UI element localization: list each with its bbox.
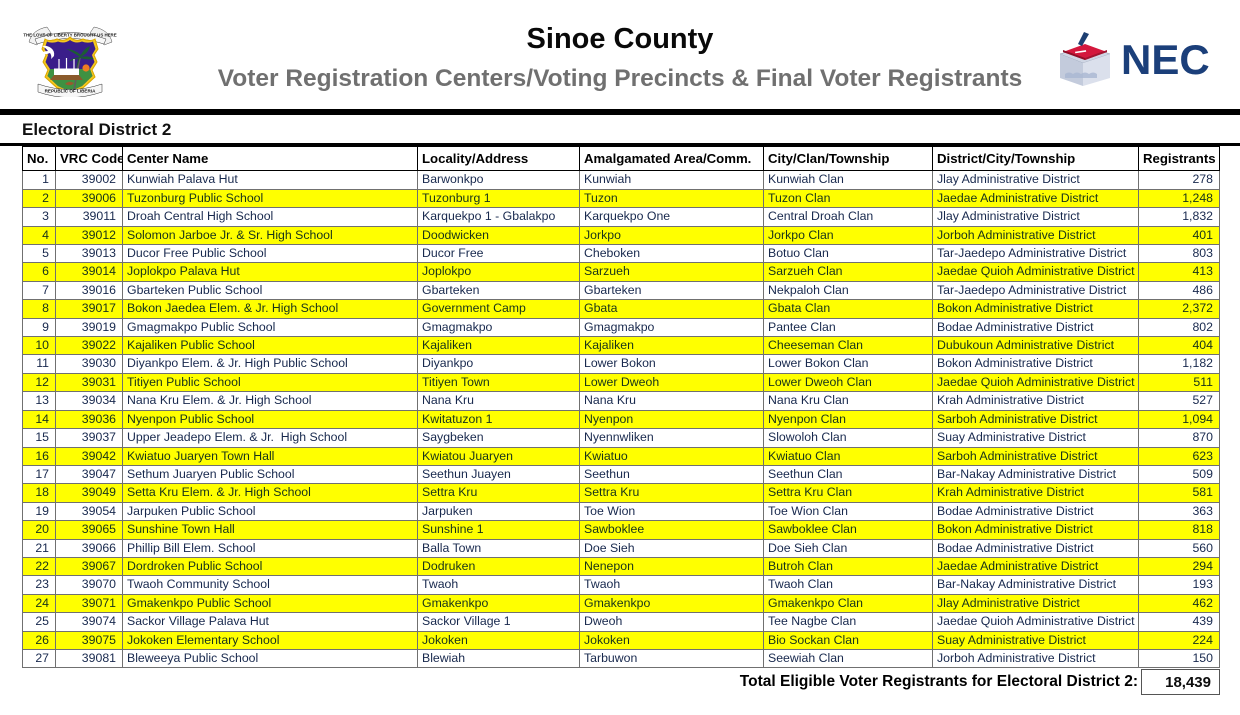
svg-text:NEC: NEC [1121, 36, 1210, 83]
